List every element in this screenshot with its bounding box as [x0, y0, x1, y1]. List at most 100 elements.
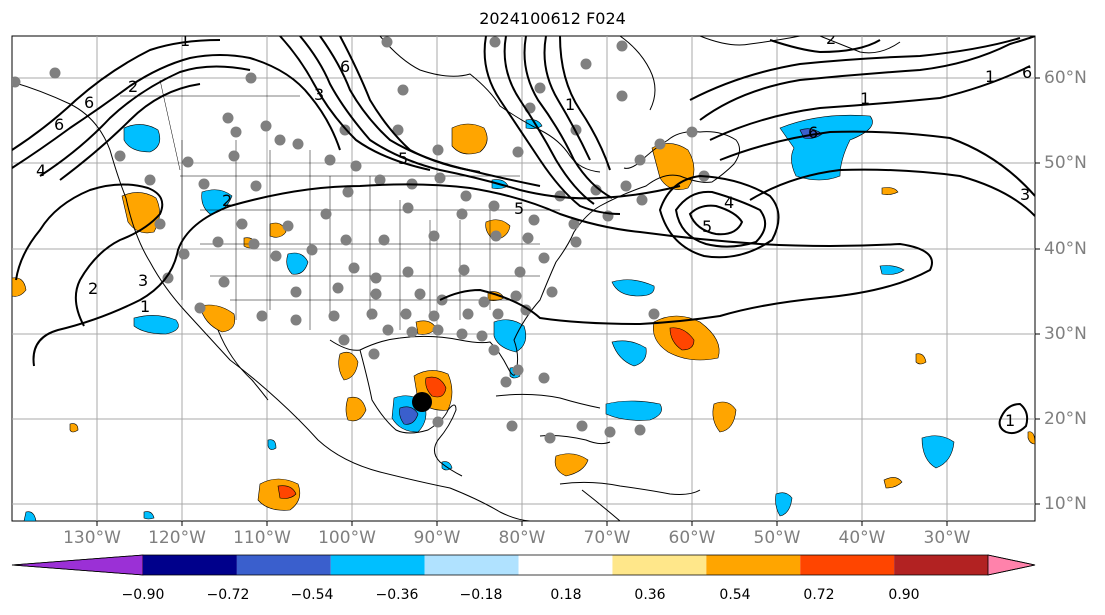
positive-region-core — [669, 327, 695, 351]
negative-region — [143, 511, 155, 520]
negative-region — [775, 492, 793, 517]
contour-label: 3 — [314, 85, 324, 104]
lon-label: 120°W — [148, 528, 206, 548]
contour-label: 6 — [808, 123, 818, 142]
positive-region — [712, 401, 737, 433]
contour-lines — [12, 36, 1035, 435]
contour-label: 2 — [128, 77, 138, 96]
negative-region — [611, 340, 647, 367]
positive-region — [651, 143, 695, 190]
negative-region — [611, 279, 655, 297]
contour-label: 3 — [1020, 185, 1030, 204]
contour-label: 1 — [565, 95, 575, 114]
contour-labels: 1 1 1 1 1 1 2 2 2 2 3 3 3 4 4 5 5 5 6 6 … — [36, 29, 1032, 430]
lat-label: 30°N — [1044, 324, 1087, 344]
negative-region — [267, 439, 277, 450]
colorbar-segment — [330, 555, 425, 575]
lon-label: 80°W — [498, 528, 546, 548]
lat-label: 60°N — [1044, 68, 1087, 88]
colorbar-label: 0.90 — [888, 587, 920, 603]
lon-label: 110°W — [233, 528, 291, 548]
lon-label: 130°W — [63, 528, 121, 548]
contour-label: 1 — [860, 89, 870, 108]
colorbar-label: −0.36 — [375, 587, 419, 603]
positive-region — [69, 423, 79, 433]
colorbar-segment — [424, 555, 519, 575]
negative-region — [123, 124, 161, 153]
contour-label: 3 — [138, 271, 148, 290]
station-dots — [12, 36, 710, 444]
lon-label: 70°W — [583, 528, 631, 548]
lon-label: 90°W — [413, 528, 461, 548]
contour-label: 5 — [514, 199, 524, 218]
lon-label: 60°W — [668, 528, 716, 548]
colorbar-segment — [612, 555, 707, 575]
colorbar-segment — [518, 555, 613, 575]
colorbar-segment — [706, 555, 801, 575]
contour-label: 2 — [826, 29, 836, 48]
colorbar-segment — [894, 555, 988, 575]
colorbar-segment — [143, 555, 237, 575]
colorbar-outline — [11, 554, 1036, 576]
contour-label: 1 — [985, 67, 995, 86]
positive-region — [451, 123, 488, 155]
negative-region — [493, 319, 527, 353]
positive-region — [12, 277, 27, 297]
contour-label: 6 — [340, 57, 350, 76]
colorbar — [11, 554, 1036, 576]
positive-region — [554, 453, 589, 477]
colorbar-extend-low — [11, 554, 144, 576]
positive-region-core — [425, 376, 447, 398]
contour-label: 5 — [398, 149, 408, 168]
lon-label: 100°W — [318, 528, 376, 548]
lon-label: 40°W — [838, 528, 886, 548]
contour-label: 5 — [702, 217, 712, 236]
negative-region — [605, 400, 662, 421]
colorbar-extend-high — [987, 554, 1036, 576]
colorbar-label: −0.72 — [206, 587, 250, 603]
positive-region — [345, 396, 367, 422]
contour-label: 4 — [724, 193, 734, 212]
lon-label: 50°W — [753, 528, 801, 548]
contour-label: 1 — [1005, 411, 1015, 430]
graticule — [12, 36, 1035, 521]
negative-region — [286, 252, 309, 275]
positive-region — [1027, 431, 1035, 445]
colorbar-label: −0.18 — [459, 587, 503, 603]
contour-label: 2 — [222, 191, 232, 210]
contour-label: 2 — [88, 279, 98, 298]
contour-label: 6 — [1022, 63, 1032, 82]
storm-center-marker — [412, 392, 432, 412]
positive-region-core — [277, 485, 297, 499]
contour-label: 6 — [84, 93, 94, 112]
colorbar-label: −0.90 — [121, 587, 165, 603]
positive-region — [915, 353, 927, 365]
colorbar-label: 0.72 — [803, 587, 835, 603]
colorbar-label: 0.18 — [550, 587, 582, 603]
lon-label: 30°W — [923, 528, 971, 548]
contour-label: 6 — [54, 115, 64, 134]
coastlines — [12, 36, 901, 521]
contour-label: 1 — [180, 31, 190, 50]
colorbar-label: −0.54 — [290, 587, 334, 603]
negative-region — [133, 315, 179, 335]
positive-region — [881, 187, 899, 195]
contour-label: 4 — [36, 161, 46, 180]
positive-region — [199, 304, 236, 333]
colorbar-segment — [800, 555, 895, 575]
positive-region — [338, 351, 359, 381]
lat-label: 50°N — [1044, 153, 1087, 173]
colorbar-segment — [236, 555, 331, 575]
contour-label: 1 — [140, 297, 150, 316]
positive-region — [883, 477, 903, 489]
colorbar-label: 0.54 — [719, 587, 751, 603]
negative-region — [921, 435, 955, 469]
lat-label: 10°N — [1044, 494, 1087, 514]
negative-region — [879, 265, 905, 275]
lat-label: 20°N — [1044, 409, 1087, 429]
negative-region — [23, 511, 37, 521]
negative-region — [441, 461, 453, 471]
axis-ticks — [96, 77, 1040, 526]
colorbar-label: 0.36 — [634, 587, 666, 603]
